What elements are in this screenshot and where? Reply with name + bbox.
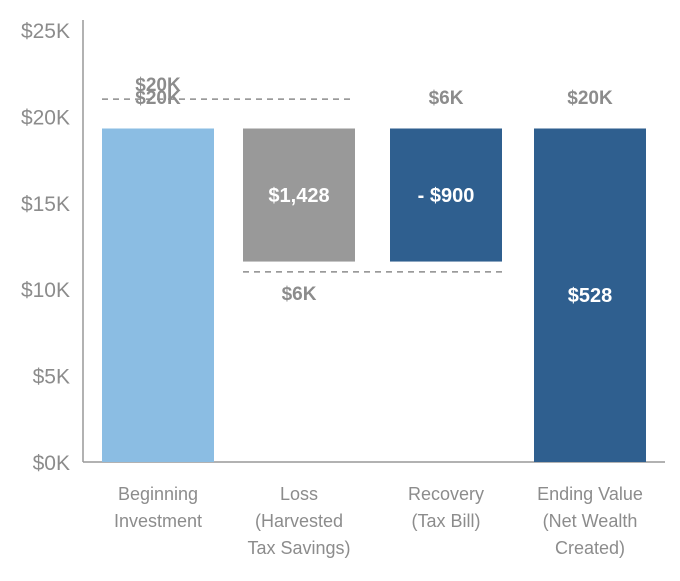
- x-category-label: (Tax Bill): [411, 511, 480, 531]
- bar: [243, 128, 355, 262]
- y-tick-label: $5K: [33, 366, 70, 389]
- bar-top-label: $20K: [135, 88, 181, 109]
- x-category-label: Created): [555, 538, 625, 558]
- bar-labels: $20K$1,428- $900$6K$528$20K$20K$6K: [135, 75, 613, 307]
- x-category-label: Investment: [114, 511, 202, 531]
- reference-line-label: $20K: [135, 75, 181, 96]
- bar: [534, 128, 646, 462]
- reference-lines: [102, 98, 502, 273]
- x-category-label: Beginning: [118, 484, 198, 504]
- x-axis: Beginning Investment Loss (Harvested Tax Sav…: [83, 461, 665, 558]
- x-category-label: Tax Savings): [247, 538, 350, 558]
- reference-line-label: $6K: [282, 284, 317, 305]
- x-category-label: (Harvested: [255, 511, 343, 531]
- bar-top-label: $6K: [429, 88, 464, 109]
- x-category-label: Recovery: [408, 484, 484, 504]
- bar: [102, 128, 214, 462]
- bars: [102, 128, 646, 462]
- y-tick-label: $25K: [21, 20, 70, 43]
- y-tick-label: $10K: [21, 279, 70, 302]
- bar: [390, 128, 502, 262]
- y-tick-label: $0K: [33, 452, 70, 475]
- bar-top-label: $20K: [567, 88, 613, 109]
- y-axis: $0K $5K $10K $15K $20K $25K: [21, 20, 84, 475]
- bar-value-label: - $900: [418, 185, 475, 207]
- bar-value-label: $1,428: [268, 185, 329, 207]
- y-tick-label: $15K: [21, 193, 70, 216]
- bar-value-label: $528: [568, 285, 613, 307]
- x-category-label: Ending Value: [537, 484, 643, 504]
- x-category-label: Loss: [280, 484, 318, 504]
- y-tick-label: $20K: [21, 106, 70, 129]
- x-category-label: (Net Wealth: [543, 511, 638, 531]
